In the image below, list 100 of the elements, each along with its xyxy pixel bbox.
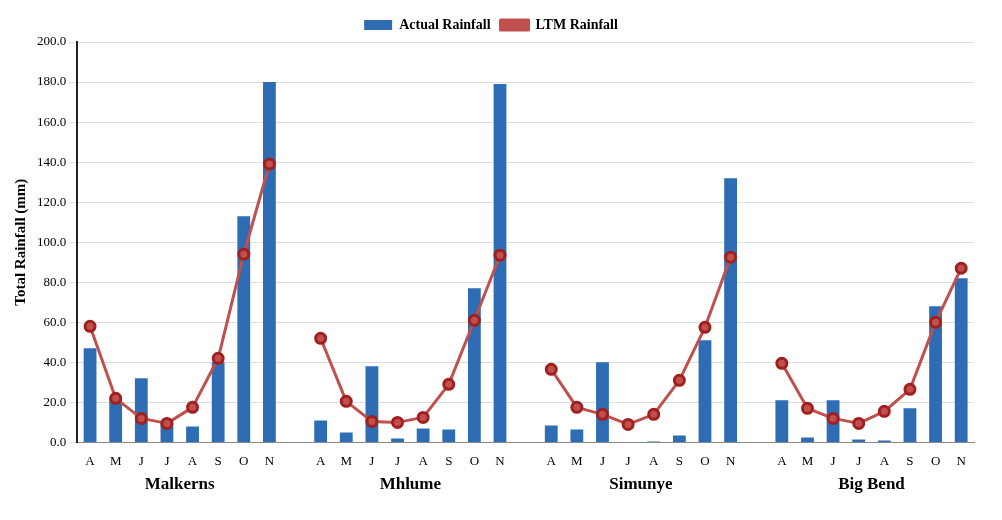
bar	[672, 435, 686, 442]
bar	[544, 425, 558, 442]
bar	[237, 216, 251, 442]
point	[877, 404, 891, 418]
x-tick-label: J	[625, 452, 631, 468]
x-tick-label: J	[394, 452, 401, 468]
point	[134, 411, 148, 425]
point	[109, 391, 123, 405]
point	[237, 247, 251, 261]
x-tick-label: A	[85, 452, 96, 468]
x-tick-label: M	[109, 452, 122, 468]
y-tick-label: 140.0	[37, 153, 67, 169]
point	[314, 331, 328, 345]
legend-label: LTM Rainfall	[535, 16, 618, 32]
bar	[83, 348, 97, 442]
bar	[467, 288, 481, 442]
point	[929, 315, 943, 329]
y-tick-label: 120.0	[37, 193, 67, 209]
point	[903, 382, 917, 396]
x-tick-label: O	[469, 452, 480, 468]
x-tick-label: J	[830, 452, 836, 468]
x-tick-label: M	[571, 452, 584, 468]
x-tick-label: S	[214, 452, 222, 468]
y-tick-label: 160.0	[37, 113, 67, 129]
x-tick-label: N	[264, 452, 275, 468]
bar	[954, 278, 968, 442]
x-tick-label: S	[445, 452, 453, 468]
bar	[801, 437, 814, 442]
bar	[903, 408, 917, 442]
bar	[416, 428, 430, 442]
point	[724, 250, 738, 264]
bar	[263, 82, 276, 442]
point	[83, 319, 97, 333]
x-tick-label: A	[879, 452, 890, 468]
y-tick-label: 100.0	[37, 233, 67, 249]
point	[493, 248, 507, 262]
bar	[698, 340, 712, 442]
x-tick-label: A	[777, 452, 788, 468]
point	[698, 320, 712, 334]
bar	[391, 438, 404, 442]
x-tick-label: J	[856, 452, 862, 468]
x-tick-label: J	[164, 452, 170, 468]
x-tick-label: N	[495, 452, 506, 468]
x-tick-label: S	[906, 452, 914, 468]
x-tick-label: A	[315, 452, 326, 468]
x-tick-label: N	[725, 452, 736, 468]
point	[595, 407, 609, 421]
y-tick-label: 180.0	[37, 73, 67, 89]
bar	[775, 400, 789, 442]
point	[467, 313, 481, 327]
x-tick-label: J	[138, 452, 144, 468]
bar	[314, 420, 328, 442]
point	[647, 407, 661, 421]
y-tick-label: 80.0	[43, 273, 67, 289]
point	[416, 410, 430, 424]
point	[800, 401, 814, 415]
point	[442, 377, 456, 391]
point	[365, 414, 379, 428]
point	[621, 417, 635, 431]
x-tick-label: O	[700, 452, 710, 468]
legend-label: Actual Rainfall	[399, 16, 491, 32]
x-tick-label: M	[340, 452, 353, 468]
bar	[852, 439, 866, 442]
point	[672, 373, 686, 387]
x-tick-label: N	[956, 452, 967, 468]
x-tick-label: A	[546, 452, 557, 468]
y-tick-label: 20.0	[43, 393, 67, 409]
text: Big Bend	[838, 473, 906, 493]
bar	[570, 429, 584, 442]
x-tick-label: O	[930, 452, 941, 468]
x-tick-label: O	[239, 452, 249, 468]
point	[262, 157, 276, 171]
point	[852, 416, 866, 430]
bar	[211, 362, 225, 442]
point	[186, 400, 200, 414]
text: Malkerns	[144, 473, 216, 493]
bar	[339, 432, 353, 442]
y-tick-label: 0.0	[50, 433, 67, 449]
point	[775, 356, 789, 370]
bar	[442, 429, 456, 442]
point	[211, 351, 225, 365]
point	[544, 362, 558, 376]
y-axis-title: Total Rainfall (mm)	[11, 178, 29, 306]
text: Mhlume	[379, 473, 442, 493]
x-tick-label: A	[187, 452, 198, 468]
x-tick-label: A	[418, 452, 429, 468]
bar	[186, 426, 199, 442]
x-tick-label: J	[599, 452, 606, 468]
x-tick-label: A	[649, 452, 660, 468]
text: Simunye	[609, 473, 674, 493]
point	[391, 415, 405, 429]
x-tick-label: M	[801, 452, 814, 468]
y-tick-label: 60.0	[43, 313, 67, 329]
x-tick-label: S	[675, 452, 683, 468]
y-tick-label: 200.0	[37, 33, 67, 49]
point	[160, 416, 174, 430]
point	[954, 261, 968, 275]
point	[339, 394, 353, 408]
bar	[724, 178, 737, 442]
bar	[493, 84, 507, 442]
